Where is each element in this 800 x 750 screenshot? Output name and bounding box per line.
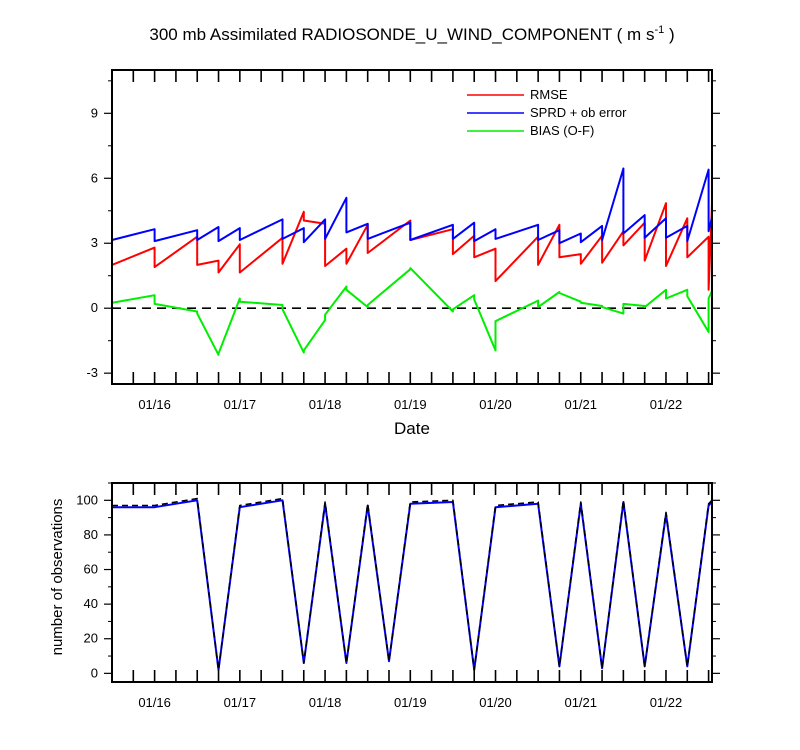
top-y-tick-label: 3	[91, 235, 98, 250]
chart-title-main: 300 mb Assimilated RADIOSONDE_U_WIND_COM…	[149, 25, 654, 44]
bottom-ticks-group	[104, 482, 720, 682]
bot-x-tick-label: 01/18	[309, 695, 342, 710]
bot-y-tick-label: 100	[76, 492, 98, 507]
top-series-line-bias-o-f-	[111, 267, 713, 356]
bot-series-line-observations-possible	[112, 497, 713, 671]
bot-y-tick-label: 60	[84, 562, 98, 577]
top-y-tick-label: 0	[91, 300, 98, 315]
top-y-tick-labels: -3 0 3 6 9	[86, 105, 98, 380]
top-x-tick-label: 01/22	[650, 397, 683, 412]
bottom-series-group	[112, 497, 713, 671]
chart-title-superscript: -1	[654, 24, 664, 36]
legend-label-sprd: SPRD + ob error	[530, 105, 627, 120]
bot-y-tick-label: 40	[84, 596, 98, 611]
chart-title-end: )	[664, 25, 674, 44]
top-x-tick-label: 01/17	[224, 397, 257, 412]
bottom-y-tick-labels: 0 20 40 60 80 100	[76, 492, 98, 680]
bot-x-tick-label: 01/21	[564, 695, 597, 710]
top-x-tick-label: 01/21	[564, 397, 597, 412]
bot-x-tick-label: 01/19	[394, 695, 427, 710]
top-x-tick-label: 01/16	[138, 397, 171, 412]
bot-x-tick-label: 01/20	[479, 695, 512, 710]
bot-series-line-observations-assimilated	[112, 499, 713, 671]
bot-y-tick-label: 80	[84, 527, 98, 542]
bottom-x-tick-labels: 01/16 01/17 01/18 01/19 01/20 01/21 01/22	[138, 695, 682, 710]
bot-x-tick-label: 01/22	[650, 695, 683, 710]
top-x-tick-label: 01/20	[479, 397, 512, 412]
legend-label-rmse: RMSE	[530, 87, 568, 102]
legend: RMSE SPRD + ob error BIAS (O-F)	[467, 87, 627, 138]
bot-x-tick-label: 01/17	[224, 695, 257, 710]
chart-title: 300 mb Assimilated RADIOSONDE_U_WIND_COM…	[149, 24, 674, 44]
top-x-tick-labels: 01/16 01/17 01/18 01/19 01/20 01/21 01/22	[138, 397, 682, 412]
bot-y-tick-label: 0	[91, 665, 98, 680]
top-x-axis-title: Date	[394, 419, 430, 438]
top-series-line-rmse	[111, 202, 713, 291]
bottom-plot-frame	[111, 482, 713, 683]
legend-label-bias: BIAS (O-F)	[530, 123, 594, 138]
top-y-tick-label: -3	[86, 365, 98, 380]
top-x-tick-label: 01/19	[394, 397, 427, 412]
top-y-tick-label: 6	[91, 170, 98, 185]
bot-x-tick-label: 01/16	[138, 695, 171, 710]
top-y-tick-label: 9	[91, 105, 98, 120]
top-x-tick-label: 01/18	[309, 397, 342, 412]
top-series-group	[111, 167, 713, 356]
top-ticks-group	[104, 70, 720, 384]
top-series-line-sprd-ob-error	[111, 167, 713, 245]
top-plot-frame	[111, 69, 713, 385]
bot-y-tick-label: 20	[84, 631, 98, 646]
bottom-y-axis-title: number of observations	[49, 499, 66, 656]
